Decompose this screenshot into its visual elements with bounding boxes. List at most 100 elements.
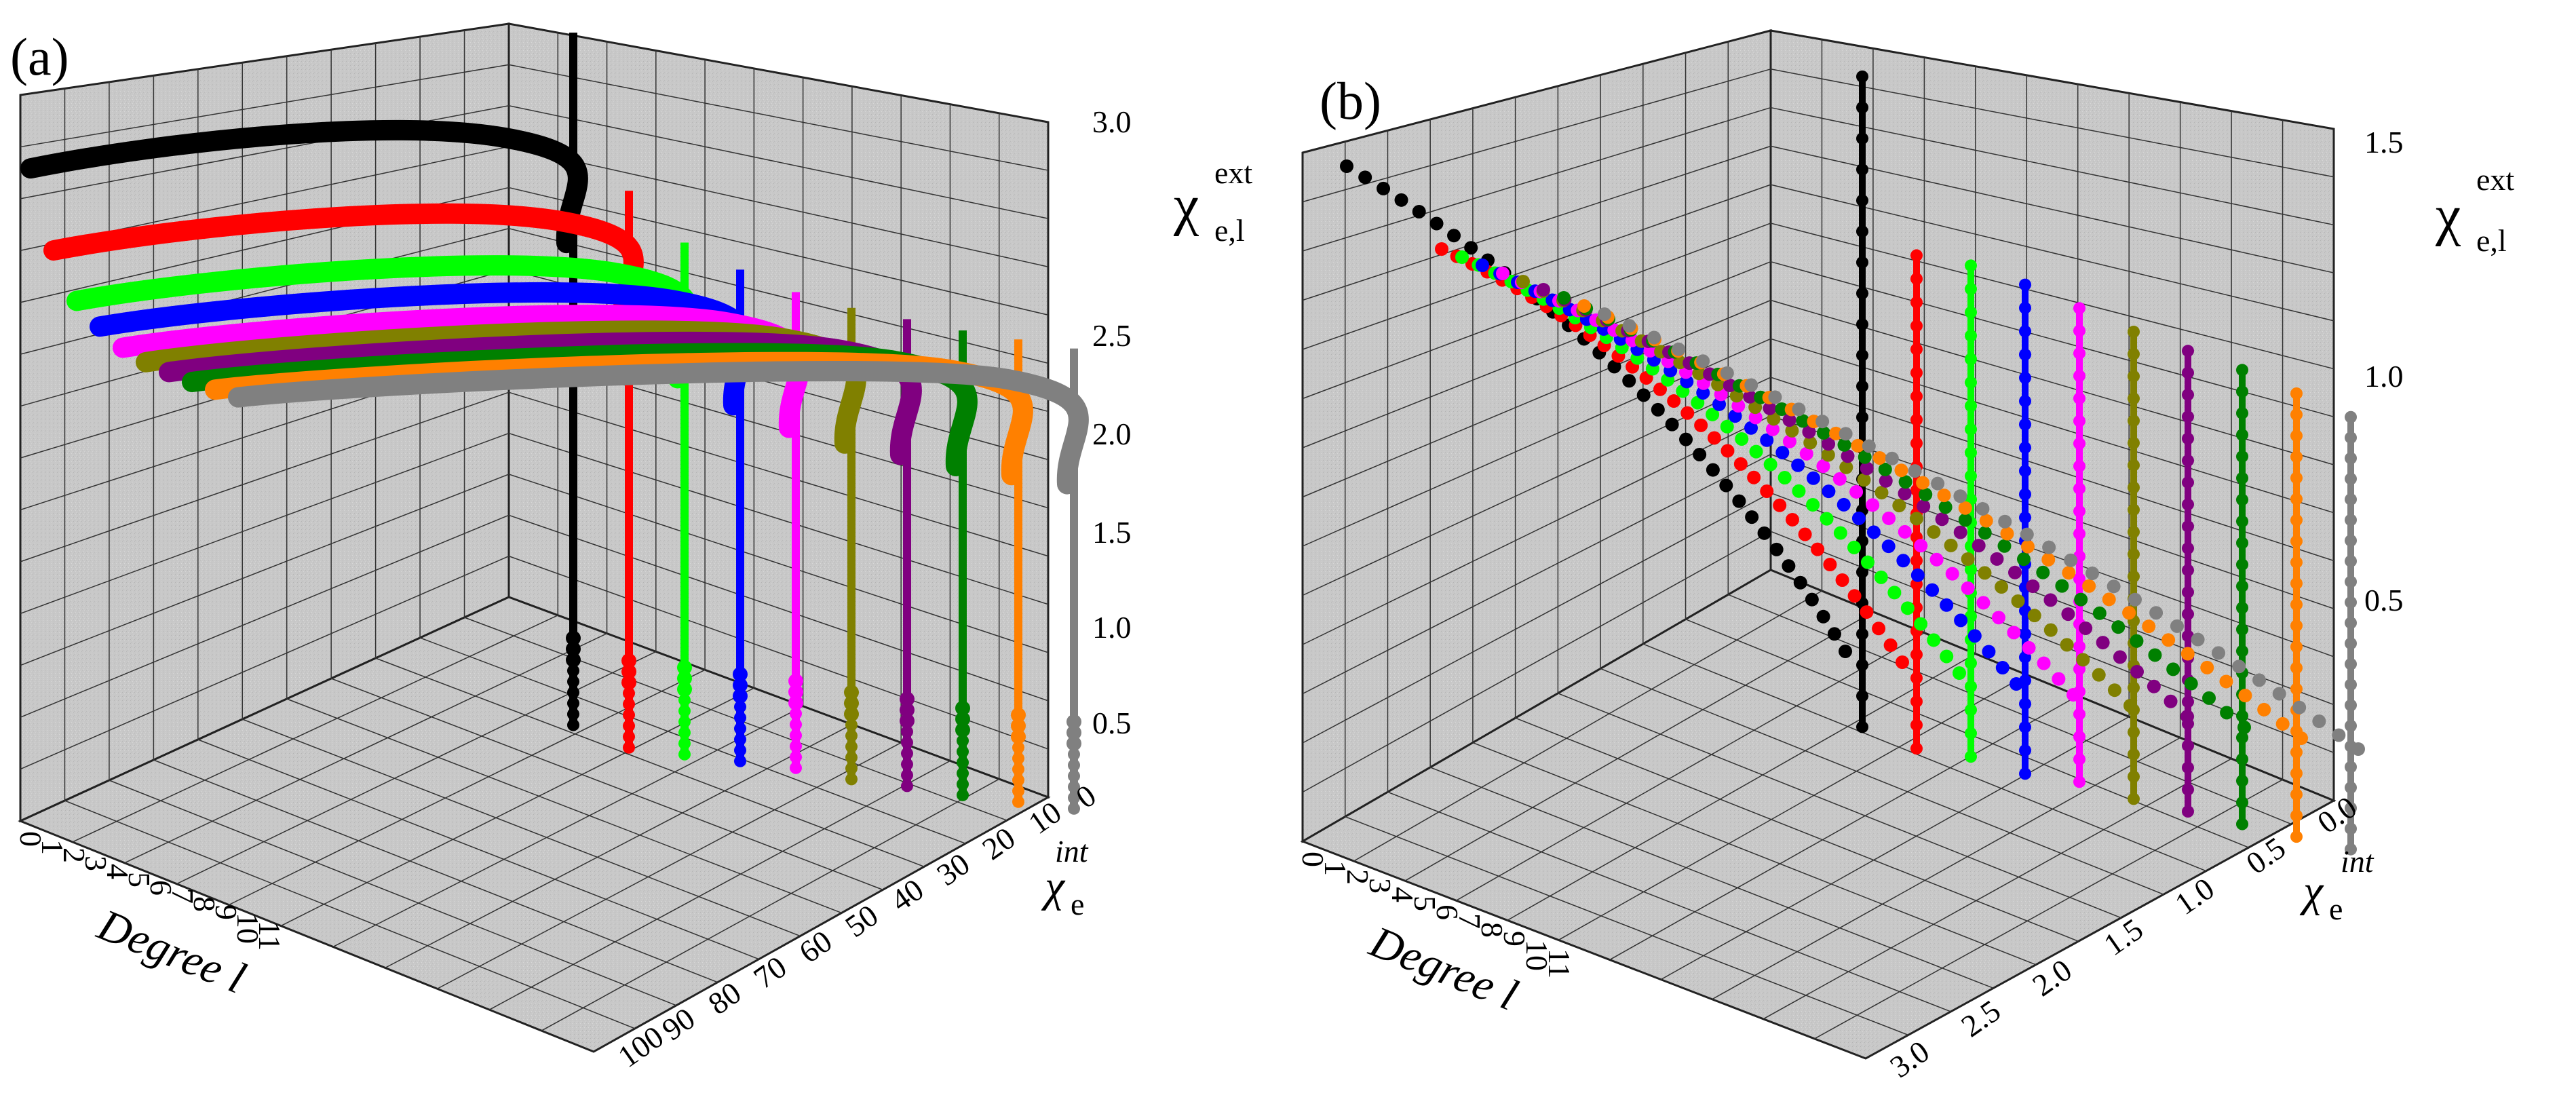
series-point (957, 778, 969, 790)
grid-line (1302, 453, 1771, 695)
series-point (2019, 698, 2031, 710)
series-point (1919, 487, 1933, 501)
series-point (1711, 377, 1725, 391)
series-point (1874, 570, 1888, 584)
series-point (2236, 385, 2248, 398)
series-point (2122, 606, 2136, 620)
series-point (1720, 444, 1735, 458)
series-point (2019, 325, 2031, 338)
series-point (1745, 510, 1759, 524)
series-point (678, 726, 691, 739)
series-point (1856, 225, 1868, 238)
series-point (1011, 729, 1026, 744)
series-point (901, 758, 913, 771)
grid-line (541, 778, 1000, 1031)
series-point (567, 664, 579, 677)
chi-ext-tick: 2.0 (1092, 417, 1132, 451)
series-point (1896, 554, 1910, 568)
series-point (2182, 740, 2194, 752)
series-point (2236, 710, 2248, 723)
series-point (2019, 348, 2031, 361)
series-point (1839, 427, 1853, 441)
series-point (2128, 415, 2140, 427)
grid-line (489, 760, 950, 1010)
grid-line (1763, 758, 2232, 1020)
series-point (2007, 626, 2021, 640)
series-point (2026, 579, 2040, 594)
series-point (2019, 628, 2031, 641)
series-point (2220, 706, 2234, 720)
panel-a-chi-ext-ticks: 0.5 1.0 1.5 2.0 2.5 3.0 (1092, 104, 1132, 740)
series-point (1954, 613, 1968, 628)
series-point (2202, 691, 2216, 705)
series-point (1908, 464, 1922, 478)
series-point (1995, 661, 2010, 675)
degree-tick: 9 (1497, 931, 1532, 947)
series-point (2211, 646, 2225, 660)
series-point (1816, 609, 1830, 624)
series-point (1412, 204, 1426, 218)
series-point (1892, 499, 1906, 513)
panel-b-chi-ext-label: χ e,l ext (2435, 162, 2514, 258)
series-point (1496, 267, 1510, 280)
series-point (1910, 648, 1923, 661)
series-point (1856, 318, 1868, 331)
grid-line (1404, 611, 1874, 881)
series-point (1991, 611, 2005, 625)
series-point (2055, 579, 2069, 593)
grid-line (242, 719, 801, 937)
series-point (2236, 731, 2248, 744)
series-point (2019, 418, 2031, 431)
grid-line (1302, 531, 1771, 793)
series-point (2345, 452, 2357, 465)
series-point (2345, 596, 2357, 609)
series-point (1927, 633, 1941, 647)
series-point (2076, 653, 2090, 667)
series-point (2019, 721, 2031, 733)
grid-line (20, 514, 510, 718)
series-point (2061, 607, 2075, 622)
series-point (2128, 748, 2140, 761)
series-point (678, 737, 691, 750)
series-point (1839, 460, 1853, 474)
series-point (2236, 428, 2248, 441)
series-point (2236, 364, 2248, 377)
series-point (1607, 360, 1621, 374)
series-point (2073, 573, 2085, 586)
series-point (1012, 763, 1024, 776)
series-point (1747, 470, 1761, 484)
series-point (2182, 717, 2194, 730)
series-point (844, 685, 859, 700)
grid-line (508, 104, 1049, 219)
series-point (1447, 229, 1461, 243)
series-point (790, 707, 802, 720)
series-point (1965, 657, 1977, 670)
series-point (1827, 627, 1841, 641)
series-point (2062, 566, 2076, 580)
series-point (1910, 390, 1923, 403)
series-point (1914, 617, 1928, 631)
chi-int-symbol: χ (2299, 866, 2324, 916)
series-point (1805, 592, 1819, 607)
series-point (1856, 70, 1868, 83)
series-point (790, 761, 802, 774)
series-point (2041, 552, 2056, 567)
series-point (1692, 366, 1706, 381)
series-point (2236, 601, 2248, 614)
series-point (2164, 694, 2178, 708)
series-point (2102, 592, 2116, 607)
degree-tick: 11 (252, 921, 287, 951)
series-point (1011, 718, 1026, 733)
series-point (1866, 498, 1880, 512)
series-point (1851, 438, 1865, 453)
series-point (1696, 385, 1710, 400)
degree-tick: 1 (35, 839, 70, 855)
grid-line (20, 64, 510, 148)
series-point (2128, 792, 2140, 805)
degree-tick: 5 (122, 872, 157, 887)
series-point (567, 708, 579, 721)
series-point (2111, 620, 2126, 634)
series-point (1879, 474, 1893, 488)
grid-line (1353, 590, 1822, 862)
